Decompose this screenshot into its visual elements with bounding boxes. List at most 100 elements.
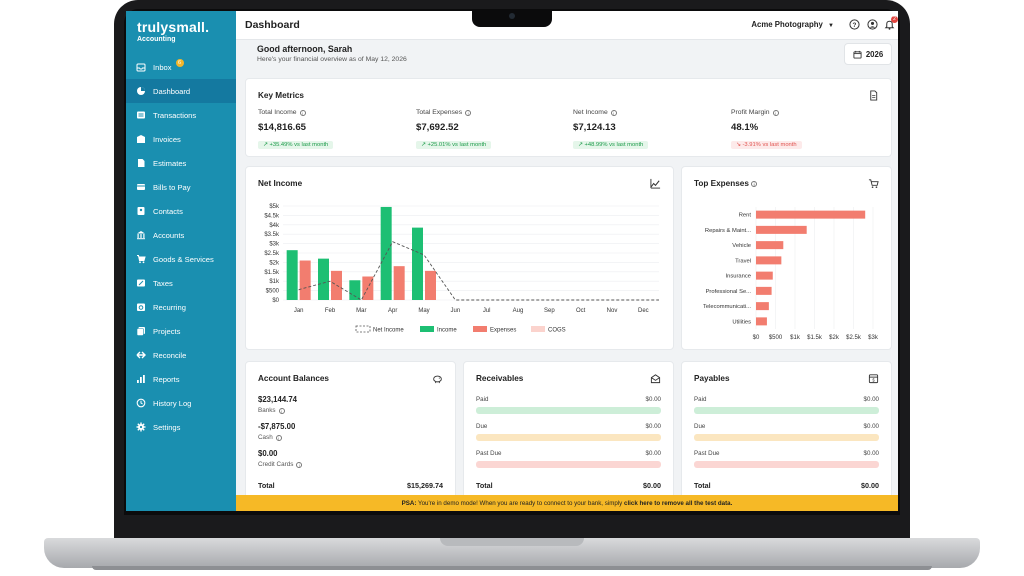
help-icon[interactable]: ? <box>849 19 860 30</box>
sidebar-item-invoices[interactable]: Invoices <box>126 127 236 151</box>
payables-total-value: $0.00 <box>861 481 879 490</box>
sidebar-item-history-log[interactable]: History Log <box>126 391 236 415</box>
pie-chart-icon <box>137 87 145 95</box>
remove-test-data-link[interactable]: click here to remove all the test data. <box>624 499 733 507</box>
sidebar-item-settings[interactable]: Settings <box>126 415 236 439</box>
info-icon[interactable]: i <box>278 407 285 414</box>
balances-total-value: $15,269.74 <box>407 481 443 490</box>
sidebar-item-dashboard[interactable]: Dashboard <box>126 79 236 103</box>
metric-total-expenses: Total Expenses i $7,692.52 ↗ +25.01% vs l… <box>416 109 566 151</box>
metric-value: $7,692.52 <box>416 122 459 133</box>
company-selector[interactable]: Acme Photography ▼ <box>751 20 834 29</box>
sidebar-nav: Inbox 6 Dashboard Transactions Invoices Estim… <box>126 55 236 439</box>
legend-label: COGS <box>548 328 566 334</box>
x-tick-label: Feb <box>325 308 336 314</box>
bill-icon[interactable]: $ <box>868 373 879 384</box>
cart-icon <box>137 255 146 264</box>
sidebar-item-estimates[interactable]: Estimates <box>126 151 236 175</box>
balance-label: Cash i <box>258 434 295 441</box>
legend-swatch <box>355 325 371 333</box>
row-value: $0.00 <box>863 423 879 430</box>
info-icon[interactable]: i <box>465 109 472 116</box>
legend-swatch <box>420 326 434 332</box>
legend-label: Net Income <box>373 328 404 334</box>
sidebar-item-contacts[interactable]: Contacts <box>126 199 236 223</box>
x-tick-label: $1.5k <box>807 335 823 341</box>
sidebar-item-transactions[interactable]: Transactions <box>126 103 236 127</box>
net-income-card: Net Income $0 $500 $1k $1.5k $2k $2.5k $3k $3.5… <box>245 166 674 350</box>
page-title: Dashboard <box>245 19 300 31</box>
sidebar-item-recurring[interactable]: Recurring <box>126 295 236 319</box>
bell-icon[interactable] <box>884 19 895 30</box>
sidebar-item-reconcile[interactable]: Reconcile <box>126 343 236 367</box>
metric-net-income: Net Income i $7,124.13 ↗ +48.99% vs last … <box>573 109 723 151</box>
sidebar-item-goods-services[interactable]: Goods & Services <box>126 247 236 271</box>
info-icon[interactable]: i <box>610 109 617 116</box>
user-icon[interactable] <box>867 19 878 30</box>
top-expenses-title: Top Expenses i <box>694 179 758 188</box>
chevron-down-icon: ▼ <box>828 23 834 29</box>
main-area: Dashboard Acme Photography ▼ ? 2 Good af… <box>236 11 898 511</box>
year-selector-button[interactable]: 2026 <box>844 43 892 65</box>
y-tick-label: Repairs & Maint... <box>705 228 751 234</box>
sidebar-item-label: Contacts <box>153 206 183 216</box>
key-metrics-title: Key Metrics <box>258 91 304 100</box>
info-icon[interactable]: i <box>772 109 779 116</box>
receivables-total-row: Total $0.00 <box>476 481 661 490</box>
line-chart-icon[interactable] <box>650 178 661 189</box>
y-tick-label: $1k <box>269 279 280 285</box>
topbar: Dashboard Acme Photography ▼ ? 2 <box>236 11 898 40</box>
balance-banks: $23,144.74 Banks i <box>258 395 297 414</box>
metric-label: Total Income i <box>258 109 408 116</box>
payables-row-paid[interactable]: Paid $0.00 <box>694 396 879 414</box>
y-tick-label: Travel <box>735 258 751 264</box>
x-tick-label: Oct <box>576 308 586 314</box>
sidebar-item-reports[interactable]: Reports <box>126 367 236 391</box>
x-tick-label: Dec <box>638 308 649 314</box>
info-icon[interactable]: i <box>296 461 303 468</box>
row-label: Due <box>476 423 488 430</box>
trend-up-icon: ↗ <box>263 142 270 148</box>
sidebar-item-label: Reconcile <box>153 350 187 360</box>
expense-bar <box>756 302 769 311</box>
metric-value: $7,124.13 <box>573 122 616 133</box>
sidebar-item-accounts[interactable]: Accounts <box>126 223 236 247</box>
x-tick-label: $2.5k <box>846 335 862 341</box>
payables-card: Payables $ Paid $0.00 Due $0.00 Past Due $0… <box>681 361 892 511</box>
info-icon[interactable]: i <box>275 434 282 441</box>
payables-row-past-due[interactable]: Past Due $0.00 <box>694 450 879 468</box>
sidebar-item-projects[interactable]: Projects <box>126 319 236 343</box>
receivables-row-due[interactable]: Due $0.00 <box>476 423 661 441</box>
receivables-row-paid[interactable]: Paid $0.00 <box>476 396 661 414</box>
sidebar-item-label: Accounts <box>153 230 185 240</box>
receivables-row-past-due[interactable]: Past Due $0.00 <box>476 450 661 468</box>
trend-up-icon: ↗ <box>421 142 428 148</box>
app-screen: trulysmall. Accounting Inbox 6 Dashboard Tr… <box>126 11 898 511</box>
legend-label: Expenses <box>490 328 516 334</box>
progress-bar <box>476 461 661 468</box>
payables-row-due[interactable]: Due $0.00 <box>694 423 879 441</box>
row-value: $0.00 <box>645 396 661 403</box>
greeting-subtitle: Here's your financial overview as of May… <box>257 56 407 63</box>
envelope-icon[interactable] <box>650 373 661 384</box>
sidebar-item-bills-to-pay[interactable]: Bills to Pay <box>126 175 236 199</box>
sidebar-item-label: Bills to Pay <box>153 182 191 192</box>
info-icon[interactable]: i <box>299 109 306 116</box>
y-tick-label: $4k <box>269 223 280 229</box>
brand[interactable]: trulysmall. Accounting <box>126 11 236 43</box>
document-icon[interactable] <box>868 90 879 101</box>
base-notch <box>440 538 584 546</box>
y-tick-label: $4.5k <box>264 213 280 219</box>
sidebar-item-taxes[interactable]: Taxes <box>126 271 236 295</box>
legend-swatch <box>473 326 487 332</box>
progress-bar <box>694 434 879 441</box>
sidebar-item-inbox[interactable]: Inbox 6 <box>126 55 236 79</box>
x-tick-label: Jan <box>294 308 304 314</box>
shopping-cart-icon[interactable] <box>868 178 879 189</box>
x-tick-label: $0 <box>753 335 760 341</box>
sidebar-item-label: Transactions <box>153 110 197 120</box>
piggy-bank-icon[interactable] <box>432 373 443 384</box>
info-icon[interactable]: i <box>751 181 758 187</box>
row-value: $0.00 <box>863 396 879 403</box>
reports-icon <box>137 375 145 383</box>
